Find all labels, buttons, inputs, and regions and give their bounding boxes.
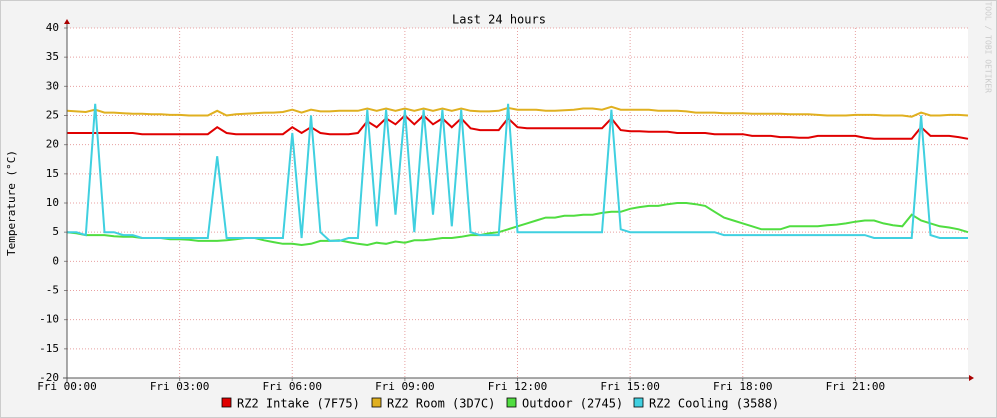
x-tick-label: Fri 06:00 — [262, 380, 322, 393]
x-tick-label: Fri 12:00 — [488, 380, 548, 393]
x-tick-label: Fri 21:00 — [826, 380, 886, 393]
watermark: RRDTOOL / TOBI OETIKER — [984, 0, 993, 93]
legend-label: Outdoor (2745) — [522, 397, 623, 411]
y-tick-label: 0 — [52, 254, 59, 267]
legend-label: RZ2 Room (3D7C) — [387, 397, 495, 411]
series-line — [67, 103, 968, 242]
x-tick-label: Fri 00:00 — [37, 380, 97, 393]
legend-label: RZ2 Intake (7F75) — [237, 397, 360, 411]
legend-swatch — [506, 397, 517, 408]
y-tick-label: 15 — [46, 167, 59, 180]
legend-swatch — [633, 397, 644, 408]
series-line — [67, 114, 969, 140]
y-tick-label: -5 — [46, 284, 59, 297]
y-tick-label: 35 — [46, 50, 59, 63]
y-tick-label: -20 — [39, 371, 59, 384]
y-arrow — [64, 19, 70, 24]
legend-swatch — [371, 397, 382, 408]
legend-label: RZ2 Cooling (3588) — [649, 397, 779, 411]
y-tick-label: 40 — [46, 21, 59, 34]
y-tick-label: 30 — [46, 79, 59, 92]
legend-swatch — [221, 397, 232, 408]
series-line — [66, 105, 969, 118]
y-tick-label: -10 — [39, 313, 59, 326]
chart-title: Last 24 hours — [452, 13, 546, 27]
x-tick-label: Fri 15:00 — [600, 380, 660, 393]
y-tick-label: 10 — [46, 196, 59, 209]
y-tick-label: 5 — [52, 225, 59, 238]
y-axis-label: Temperature (°C) — [5, 150, 18, 256]
x-tick-label: Fri 18:00 — [713, 380, 773, 393]
y-tick-label: 25 — [46, 109, 59, 122]
x-arrow — [969, 375, 974, 381]
y-tick-label: -15 — [39, 342, 59, 355]
y-tick-label: 20 — [46, 138, 59, 151]
x-tick-label: Fri 03:00 — [150, 380, 210, 393]
x-tick-label: Fri 09:00 — [375, 380, 435, 393]
